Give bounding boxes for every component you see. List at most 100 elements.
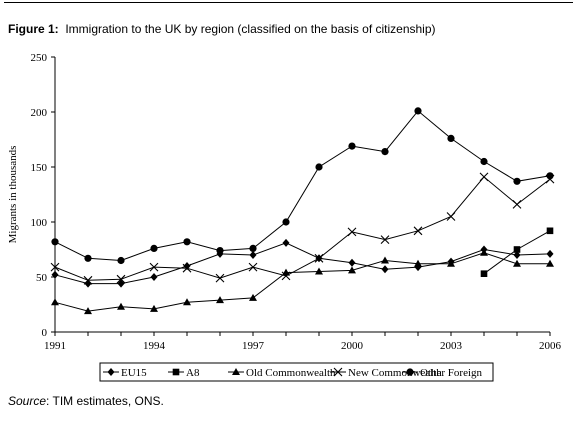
circle-marker <box>282 218 290 226</box>
triangle-marker <box>513 259 521 267</box>
triangle-marker <box>150 304 158 312</box>
diamond-marker <box>51 270 59 279</box>
source-label: Source <box>8 394 47 408</box>
diamond-marker <box>381 265 389 274</box>
x-tick-label: 1991 <box>44 340 66 352</box>
series-line-other-foreign <box>54 110 551 262</box>
triangle-marker <box>117 302 125 310</box>
triangle-marker <box>348 266 356 274</box>
legend-label: EU15 <box>121 367 147 379</box>
legend-item-old-commonwealth: Old Commonwealth <box>228 367 336 379</box>
circle-marker <box>513 177 521 185</box>
diamond-marker <box>348 258 356 267</box>
diamond-marker <box>249 251 257 259</box>
series-eu15 <box>51 238 554 288</box>
triangle-marker <box>84 307 92 315</box>
legend-label: Other Foreign <box>420 367 483 379</box>
triangle-marker <box>447 259 455 267</box>
x-marker <box>182 263 192 273</box>
figure-title-text: Immigration to the UK by region (classif… <box>65 22 436 36</box>
x-marker <box>215 273 225 283</box>
figure-title: Figure 1: Immigration to the UK by regio… <box>8 22 436 36</box>
x-marker <box>413 226 423 236</box>
square-marker <box>513 246 521 253</box>
triangle-marker <box>315 267 323 275</box>
diamond-marker <box>282 238 290 247</box>
circle-marker <box>406 368 414 376</box>
y-tick-label: 0 <box>42 327 48 339</box>
legend-item-eu15: EU15 <box>103 367 147 379</box>
circle-marker <box>381 148 389 156</box>
circle-marker <box>315 163 323 171</box>
x-marker <box>83 275 93 285</box>
circle-marker <box>249 244 257 252</box>
circle-marker <box>414 107 422 115</box>
y-tick-label: 250 <box>31 52 48 64</box>
x-tick-label: 2003 <box>440 340 463 352</box>
diamond-marker <box>107 368 115 376</box>
circle-marker <box>117 256 125 265</box>
series-old-commonwealth <box>51 248 554 315</box>
figure-label: Figure 1: <box>8 22 59 36</box>
square-marker <box>546 227 554 235</box>
legend-box <box>99 362 494 382</box>
x-marker <box>314 253 324 263</box>
circle-marker <box>150 244 158 252</box>
triangle-marker <box>183 298 191 306</box>
series-line-new-commonwealth <box>54 176 551 281</box>
source-note: Source: TIM estimates, ONS. <box>8 394 164 408</box>
legend-label: New Commonwealth <box>348 367 442 379</box>
x-marker <box>50 262 60 272</box>
chart-axes: 0 50 100 150 200 250 1991 1994 1997 2000 2003 2006 M… <box>7 52 562 352</box>
x-marker <box>512 200 522 209</box>
y-tick-label: 50 <box>36 272 48 284</box>
circle-marker <box>183 238 191 246</box>
top-rule <box>4 2 573 3</box>
x-tick-label: 1994 <box>143 340 166 352</box>
x-tick-label: 2006 <box>539 340 562 352</box>
triangle-marker <box>232 368 240 375</box>
legend-label: Old Commonwealth <box>246 367 336 379</box>
circle-marker <box>348 142 356 150</box>
source-text: : TIM estimates, ONS. <box>46 394 164 408</box>
triangle-marker <box>480 248 488 256</box>
series-new-commonwealth <box>50 172 555 285</box>
circle-marker <box>447 134 455 142</box>
x-marker <box>281 271 291 281</box>
series-a8 <box>480 227 554 277</box>
series-line-eu15 <box>54 242 551 285</box>
x-marker <box>248 262 258 272</box>
legend-item-new-commonwealth: New Commonwealth <box>330 367 442 379</box>
x-tick-label: 1997 <box>242 340 265 352</box>
y-tick-label: 200 <box>31 107 48 119</box>
x-marker <box>116 274 126 284</box>
x-marker <box>333 367 343 377</box>
series-line-old-commonwealth <box>54 252 550 312</box>
diamond-marker <box>117 279 125 288</box>
legend-item-other-foreign: Other Foreign <box>402 367 483 379</box>
diamond-marker <box>150 273 158 281</box>
diamond-marker <box>513 251 521 259</box>
x-marker <box>347 227 357 237</box>
legend-label: A8 <box>186 367 200 379</box>
x-marker <box>479 172 489 182</box>
triangle-marker <box>381 256 389 264</box>
circle-marker <box>480 157 488 166</box>
triangle-marker <box>546 259 554 267</box>
circle-marker <box>51 238 59 246</box>
circle-marker <box>84 254 92 262</box>
triangle-marker <box>51 298 59 306</box>
diamond-marker <box>546 249 554 258</box>
chart-series <box>50 107 555 315</box>
square-marker <box>172 368 180 376</box>
x-marker <box>380 235 390 244</box>
y-axis-label: Migrants in thousands <box>7 146 19 244</box>
triangle-marker <box>414 259 422 267</box>
chart-legend: EU15 A8 Old Commonwealth New CommonwealthOt… <box>99 362 494 382</box>
x-tick-label: 2000 <box>341 340 364 352</box>
series-other-foreign <box>51 107 554 265</box>
x-marker <box>149 262 159 272</box>
circle-marker <box>546 172 554 180</box>
x-marker <box>446 212 456 221</box>
